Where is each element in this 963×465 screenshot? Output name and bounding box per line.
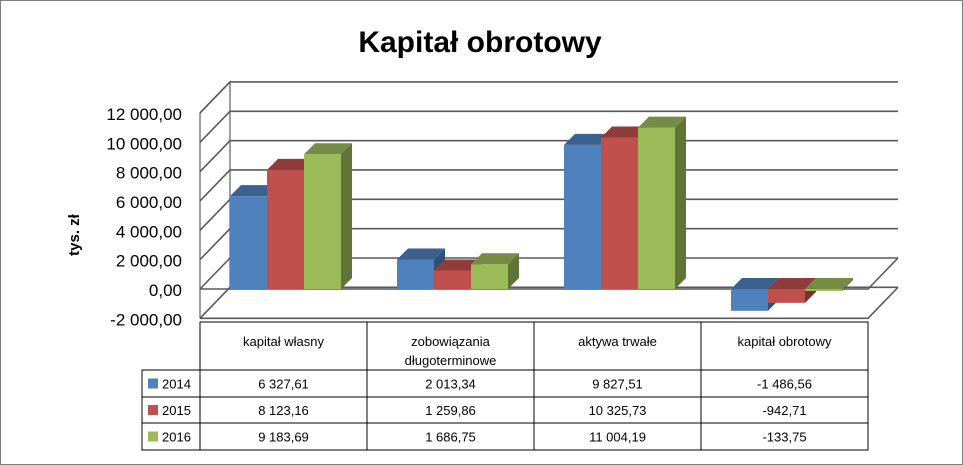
y-tick-label: 12 000,00 xyxy=(106,105,182,124)
bottom-floor-edge xyxy=(200,286,899,320)
bar-front xyxy=(267,169,304,289)
bar-2016-3 xyxy=(805,278,853,291)
bar-top xyxy=(638,116,686,128)
category-label: kapitał obrotowy xyxy=(738,334,832,349)
bar-side xyxy=(508,253,519,289)
table-cell: 2 013,34 xyxy=(425,377,476,392)
bar-front xyxy=(471,264,508,289)
table-cell: 10 325,73 xyxy=(589,403,647,418)
table-cell: -1 486,56 xyxy=(757,377,812,392)
table-cell: 8 123,16 xyxy=(258,403,309,418)
y-tick-label: 10 000,00 xyxy=(106,134,182,153)
category-label: zobowiązania xyxy=(411,334,491,349)
gridline xyxy=(199,110,898,143)
y-tick-label: 8 000,00 xyxy=(116,164,182,183)
legend-swatch-2015 xyxy=(148,405,158,415)
chart-title: Kapitał obrotowy xyxy=(358,26,602,59)
legend-swatch-2014 xyxy=(148,378,158,389)
legend-label-2015: 2015 xyxy=(162,403,191,418)
bar-top xyxy=(731,278,779,289)
bar-front xyxy=(397,259,434,289)
table-cell: -942,71 xyxy=(762,403,806,418)
bar-2016-0 xyxy=(304,143,352,289)
legend-swatch-2016 xyxy=(148,431,158,442)
bar-side xyxy=(341,143,352,289)
table-cell: -133,75 xyxy=(762,430,806,445)
bar-top xyxy=(267,158,315,170)
bar-front xyxy=(731,289,768,311)
table-cell: 6 327,61 xyxy=(258,377,309,392)
table-row xyxy=(141,422,869,451)
bar-side xyxy=(675,116,686,289)
bar-front xyxy=(304,154,341,289)
bar-front xyxy=(638,127,675,289)
bar-top xyxy=(397,248,445,260)
bar-top xyxy=(805,278,853,289)
bar-2015-3 xyxy=(768,278,816,303)
gridline xyxy=(199,81,898,114)
table-cell: 9 183,69 xyxy=(258,430,309,445)
y-axis-label: tys. zł xyxy=(66,213,83,256)
bar-front xyxy=(768,289,805,303)
category-label: kapitał własny xyxy=(243,334,324,349)
bar-top xyxy=(768,278,816,289)
bar-front xyxy=(434,270,471,289)
legend-label-2014: 2014 xyxy=(162,377,191,392)
y-tick-label: -2 000,00 xyxy=(110,310,182,329)
bar-top xyxy=(304,143,352,155)
table-cell: 9 827,51 xyxy=(592,377,643,392)
y-tick-label: 6 000,00 xyxy=(116,193,182,212)
y-tick-label: 0,00 xyxy=(149,281,182,300)
bar-top xyxy=(564,133,612,145)
bar-2016-2 xyxy=(638,116,686,289)
bar-top xyxy=(434,259,482,271)
legend-label-2016: 2016 xyxy=(162,430,191,445)
bars xyxy=(230,116,853,311)
y-tick-label: 4 000,00 xyxy=(116,222,182,241)
bar-2016-1 xyxy=(471,253,519,289)
bar-front xyxy=(230,196,267,289)
bar-top xyxy=(471,253,519,265)
bar-front xyxy=(601,137,638,289)
table-cell: 1 686,75 xyxy=(425,430,476,445)
bar-top xyxy=(601,126,649,138)
category-label: aktywa trwałe xyxy=(578,334,657,349)
bar-front xyxy=(805,289,842,291)
bar-front xyxy=(564,144,601,289)
table-cell: 11 004,19 xyxy=(589,430,646,445)
data-table: kapitał własny zobowiązania długoterminowe… xyxy=(141,321,869,451)
category-label: długoterminowe xyxy=(405,353,497,368)
y-tick-label: 2 000,00 xyxy=(116,252,182,271)
table-cell: 1 259,86 xyxy=(425,403,476,418)
y-axis-ticks: -2 000,00 0,00 2 000,00 4 000,00 6 000,00 8 0… xyxy=(106,105,182,329)
bar-top xyxy=(230,185,278,197)
bar-side xyxy=(842,278,853,291)
